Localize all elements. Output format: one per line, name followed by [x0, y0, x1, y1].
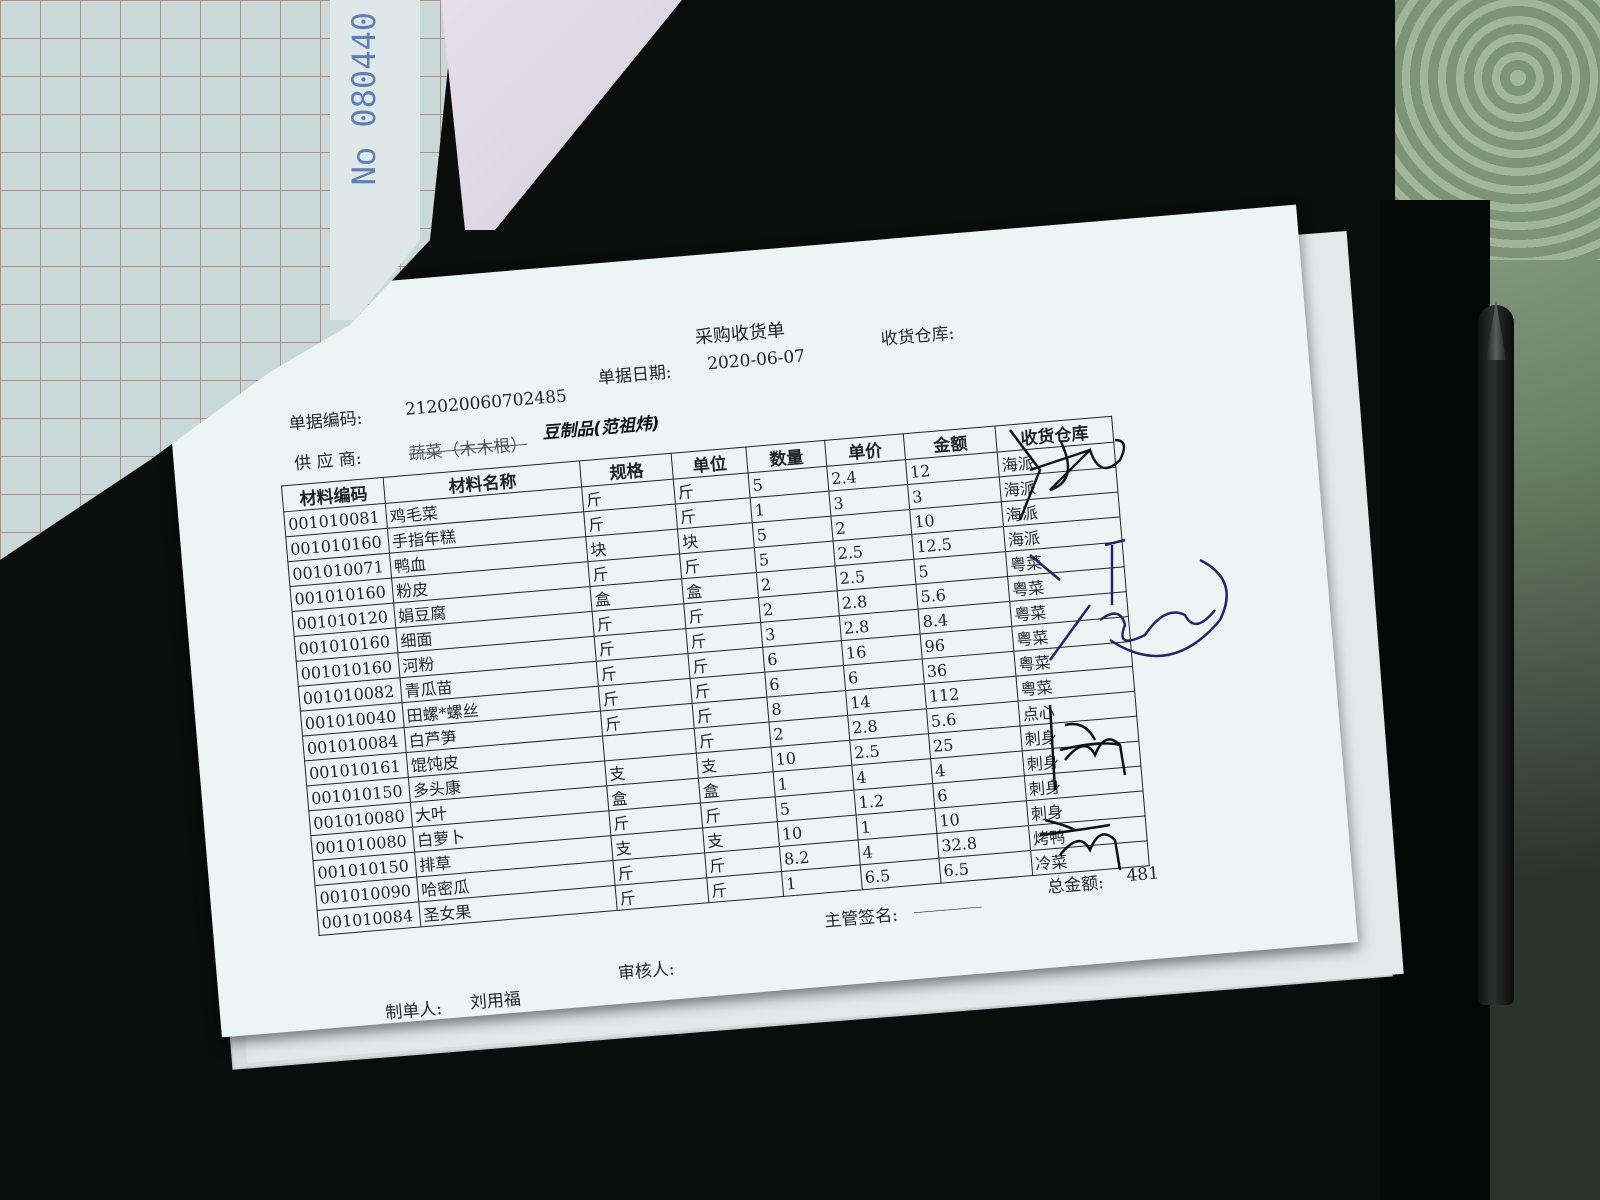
ledger-number: No 080440	[345, 12, 383, 186]
signature-3	[1048, 704, 1127, 791]
signature-2	[1029, 538, 1228, 661]
black-pen	[1478, 305, 1514, 1005]
dark-panel	[1380, 200, 1490, 1200]
signature-1	[1009, 429, 1126, 521]
signature-4	[1039, 818, 1122, 871]
